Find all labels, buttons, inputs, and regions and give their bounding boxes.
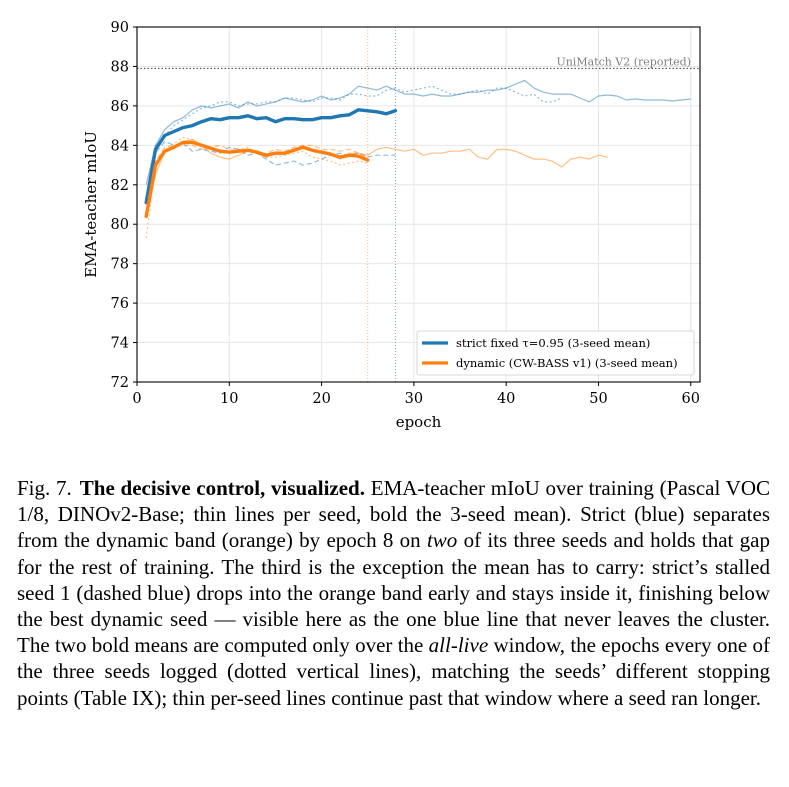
x-axis-label: epoch	[396, 413, 442, 431]
y-tick-label: 86	[111, 99, 129, 115]
training-curve-chart: UniMatch V2 (reported) 0 10 20 30 40 50 60 72 74…	[82, 20, 701, 431]
x-tick-label: 40	[497, 391, 515, 407]
legend-box	[416, 330, 695, 376]
seed-line	[145, 136, 368, 239]
caption-emphasis-two: two	[426, 528, 458, 553]
x-tick-label: 0	[132, 391, 141, 407]
y-tick-label: 84	[111, 138, 129, 154]
legend: strict fixed τ=0.95 (3-seed mean) dynami…	[416, 330, 695, 376]
y-tick-label: 78	[111, 257, 129, 273]
legend-label-strict: strict fixed τ=0.95 (3-seed mean)	[456, 336, 650, 350]
mean-line	[144, 108, 398, 205]
per-seed-lines	[145, 79, 691, 239]
y-tick-label: 72	[111, 375, 129, 391]
y-tick-label: 80	[111, 217, 129, 233]
axes-frame	[136, 26, 701, 383]
all-live-window-lines	[367, 27, 396, 382]
y-tick-label: 76	[111, 296, 129, 312]
grid	[136, 26, 700, 383]
seed-line	[145, 85, 562, 205]
x-tick-label: 20	[312, 391, 330, 407]
mean-line	[144, 140, 370, 219]
mean-lines	[144, 108, 398, 219]
seed-line	[145, 79, 691, 185]
legend-label-dynamic: dynamic (CW-BASS v1) (3-seed mean)	[456, 356, 678, 370]
figure-caption: Fig. 7. The decisive control, visualized.…	[17, 475, 770, 711]
y-tick-label: 90	[111, 20, 129, 36]
x-tick-label: 50	[589, 391, 607, 407]
reference-line-group: UniMatch V2 (reported)	[137, 55, 700, 69]
y-tick-label: 74	[111, 336, 129, 352]
caption-title: The decisive control, visualized.	[79, 476, 365, 500]
x-tick-label: 30	[405, 391, 423, 407]
unimatch-reference-label: UniMatch V2 (reported)	[556, 55, 691, 68]
figure-number: Fig. 7.	[17, 476, 72, 500]
caption-text-2: of its three seeds and holds that gap fo…	[17, 528, 770, 658]
caption-emphasis-all-live: all-live	[428, 633, 489, 658]
axis-ticks: 0 10 20 30 40 50 60 72 74 76 78 80 82 84 86 88 90	[111, 20, 700, 407]
y-tick-label: 82	[111, 178, 129, 194]
seed-line	[145, 138, 608, 219]
x-tick-label: 10	[220, 391, 238, 407]
x-tick-label: 60	[682, 391, 700, 407]
y-tick-label: 88	[111, 59, 129, 75]
caption-text-1: EMA-teacher mIoU over training (Pascal V…	[17, 476, 771, 553]
y-axis-label: EMA-teacher mIoU	[82, 131, 100, 278]
caption-text-3: window, the epochs every one of the thre…	[17, 633, 770, 710]
